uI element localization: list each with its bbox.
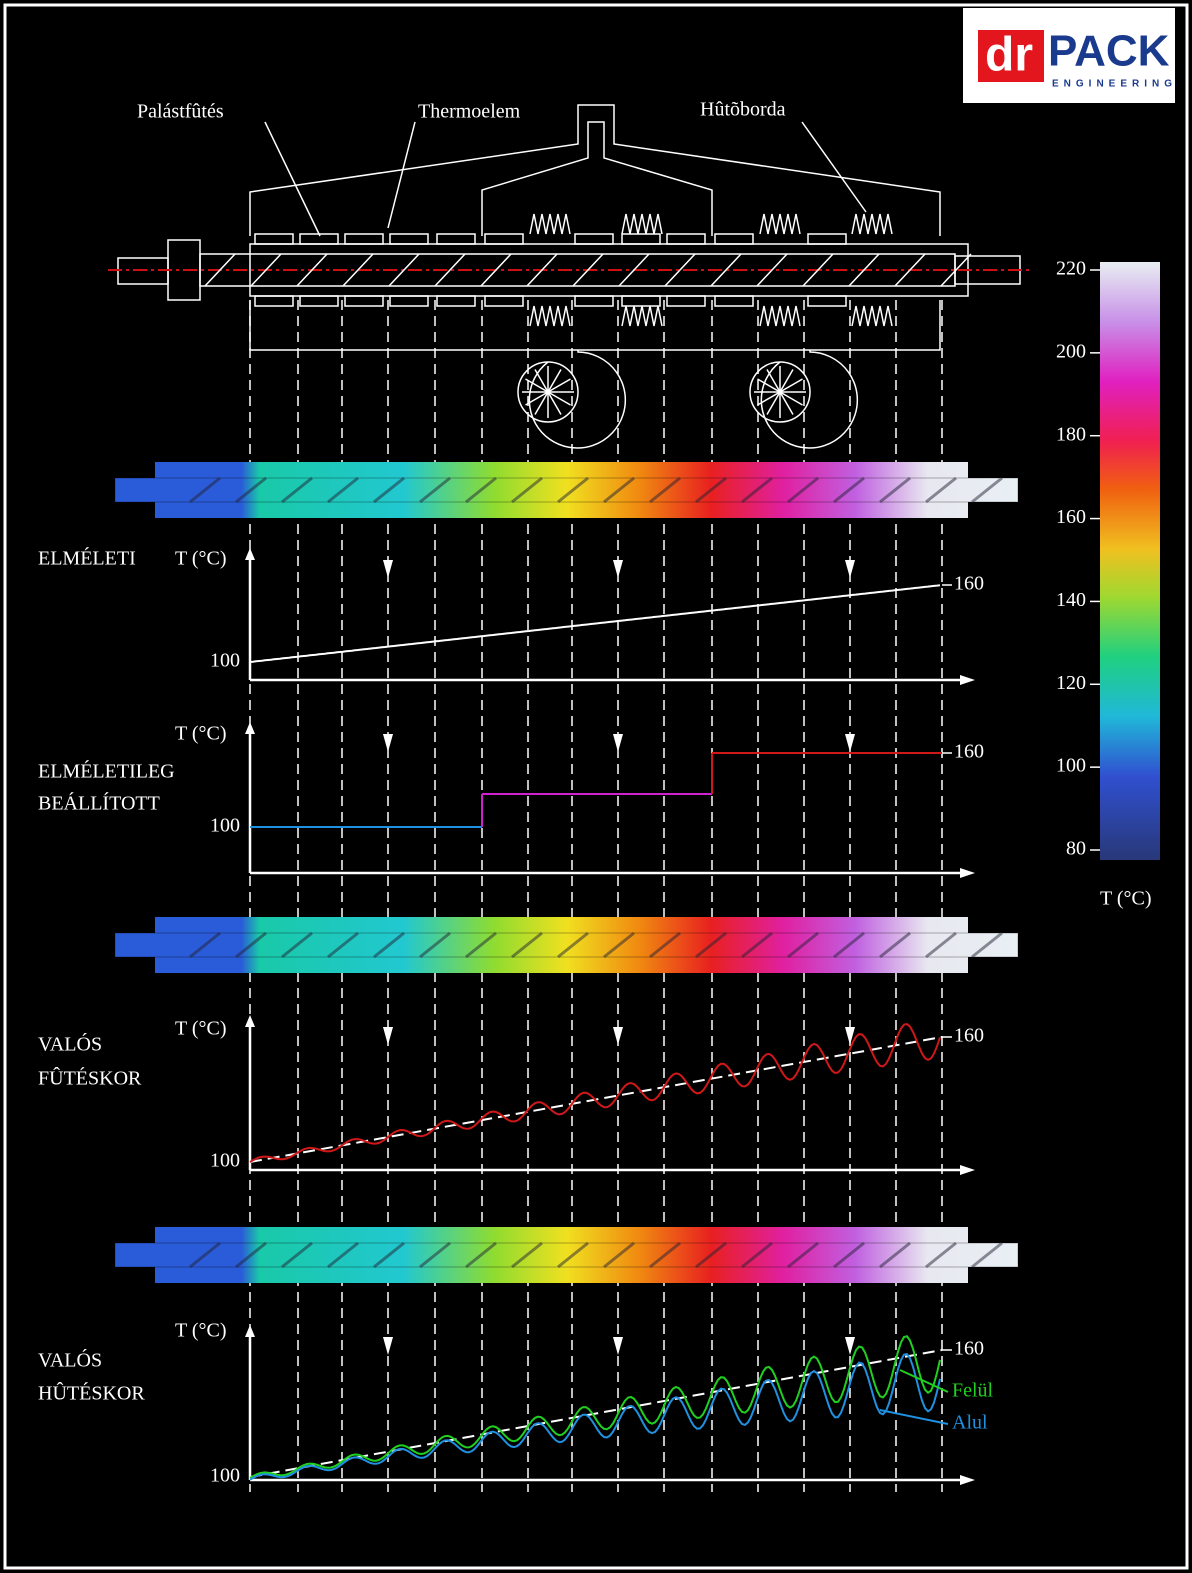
temperature-curve [250,1024,940,1162]
section-arrow [383,1337,393,1355]
heater-band [390,296,428,306]
colorbar-tick-label: 220 [1056,258,1086,280]
colorbar-label: T (°C) [1100,888,1152,910]
legend-label: Felül [952,1380,994,1402]
axis-arrow [245,548,255,560]
heater-band [808,296,846,306]
logo-dr: dr [985,29,1033,82]
heater-band [255,234,293,244]
part-label: Hûtõborda [700,99,786,121]
panel-title: VALÓS [38,1348,102,1372]
colorbar-tick-label: 200 [1056,340,1086,362]
high-label: 160 [954,1025,984,1047]
panel-title: BEÁLLÍTOTT [38,792,160,815]
axis-label: T (°C) [175,723,227,745]
panel-title: HÛTÉSKOR [38,1381,145,1405]
heater-band [575,234,613,244]
section-arrow [845,560,855,578]
colorbar-tick-label: 80 [1066,838,1086,860]
colorbar-tick-label: 120 [1056,672,1086,694]
section-arrow [383,1027,393,1045]
axis-label: T (°C) [175,1018,227,1040]
cooling-fin [760,306,800,326]
axis-arrow [245,1015,255,1027]
section-arrow [613,734,623,752]
colorbar-tick-label: 160 [1056,506,1086,528]
section-arrow [845,734,855,752]
heater-band [622,296,660,306]
colorbar-tick-label: 180 [1056,423,1086,445]
heater-band [485,296,523,306]
logo: dr PACK ENGINEERING [963,8,1177,103]
heater-band [390,234,428,244]
axis-label: T (°C) [175,1320,227,1342]
heater-band [715,234,753,244]
legend-label: Alul [952,1412,988,1434]
section-arrow [613,1337,623,1355]
colorbar-tick-label: 140 [1056,589,1086,611]
legend-leader [880,1410,948,1424]
axis-arrow [245,1325,255,1337]
section-arrow [613,560,623,578]
high-label: 160 [954,741,984,763]
section-arrow [613,1027,623,1045]
axis-arrow [245,722,255,734]
heater-band [667,296,705,306]
extruder-drawing [118,105,1020,448]
axis-arrow [960,868,975,878]
part-label: Palástfûtés [137,101,224,123]
heater-band [345,296,383,306]
logo-tagline: ENGINEERING [1052,79,1177,90]
heater-band [255,296,293,306]
section-arrow [383,560,393,578]
section-arrow [845,1337,855,1355]
axis-arrow [960,1475,975,1485]
page: dr PACK ENGINEERING Palástfûtés Thermoel… [0,0,1192,1573]
low-label: 100 [210,1150,240,1172]
temperature-curve [250,585,940,662]
section-arrow [383,734,393,752]
high-label: 160 [954,573,984,595]
heater-band [667,234,705,244]
panel-title: ELMÉLETI [38,547,136,570]
panel-title: ELMÉLETILEG [38,760,175,783]
axis-label: T (°C) [175,548,227,570]
cooling-fin [530,214,570,234]
colorbar [1100,262,1160,860]
heater-band [622,234,660,244]
high-label: 160 [954,1338,984,1360]
heater-band [575,296,613,306]
panel-title: FÛTÉSKOR [38,1066,142,1090]
heater-band [345,234,383,244]
colorbar-tick-label: 100 [1056,755,1086,777]
heater-band [808,234,846,244]
cooling-fin [852,306,892,326]
heater-band [300,296,338,306]
cooling-fin [622,306,662,326]
axis-arrow [960,1165,975,1175]
heater-band [437,296,475,306]
cooling-fin [760,214,800,234]
logo-pack: PACK [1048,27,1170,76]
cooling-fin [852,214,892,234]
low-label: 100 [210,1465,240,1487]
heater-band [715,296,753,306]
cooling-fin [530,306,570,326]
low-label: 100 [210,650,240,672]
panel-title: VALÓS [38,1032,102,1056]
axis-arrow [960,675,975,685]
cooling-fin [622,214,662,234]
part-label: Thermoelem [418,101,521,123]
low-label: 100 [210,815,240,837]
diagram: dr PACK ENGINEERING Palástfûtés Thermoel… [0,0,1192,1573]
heater-band [485,234,523,244]
heater-band [437,234,475,244]
